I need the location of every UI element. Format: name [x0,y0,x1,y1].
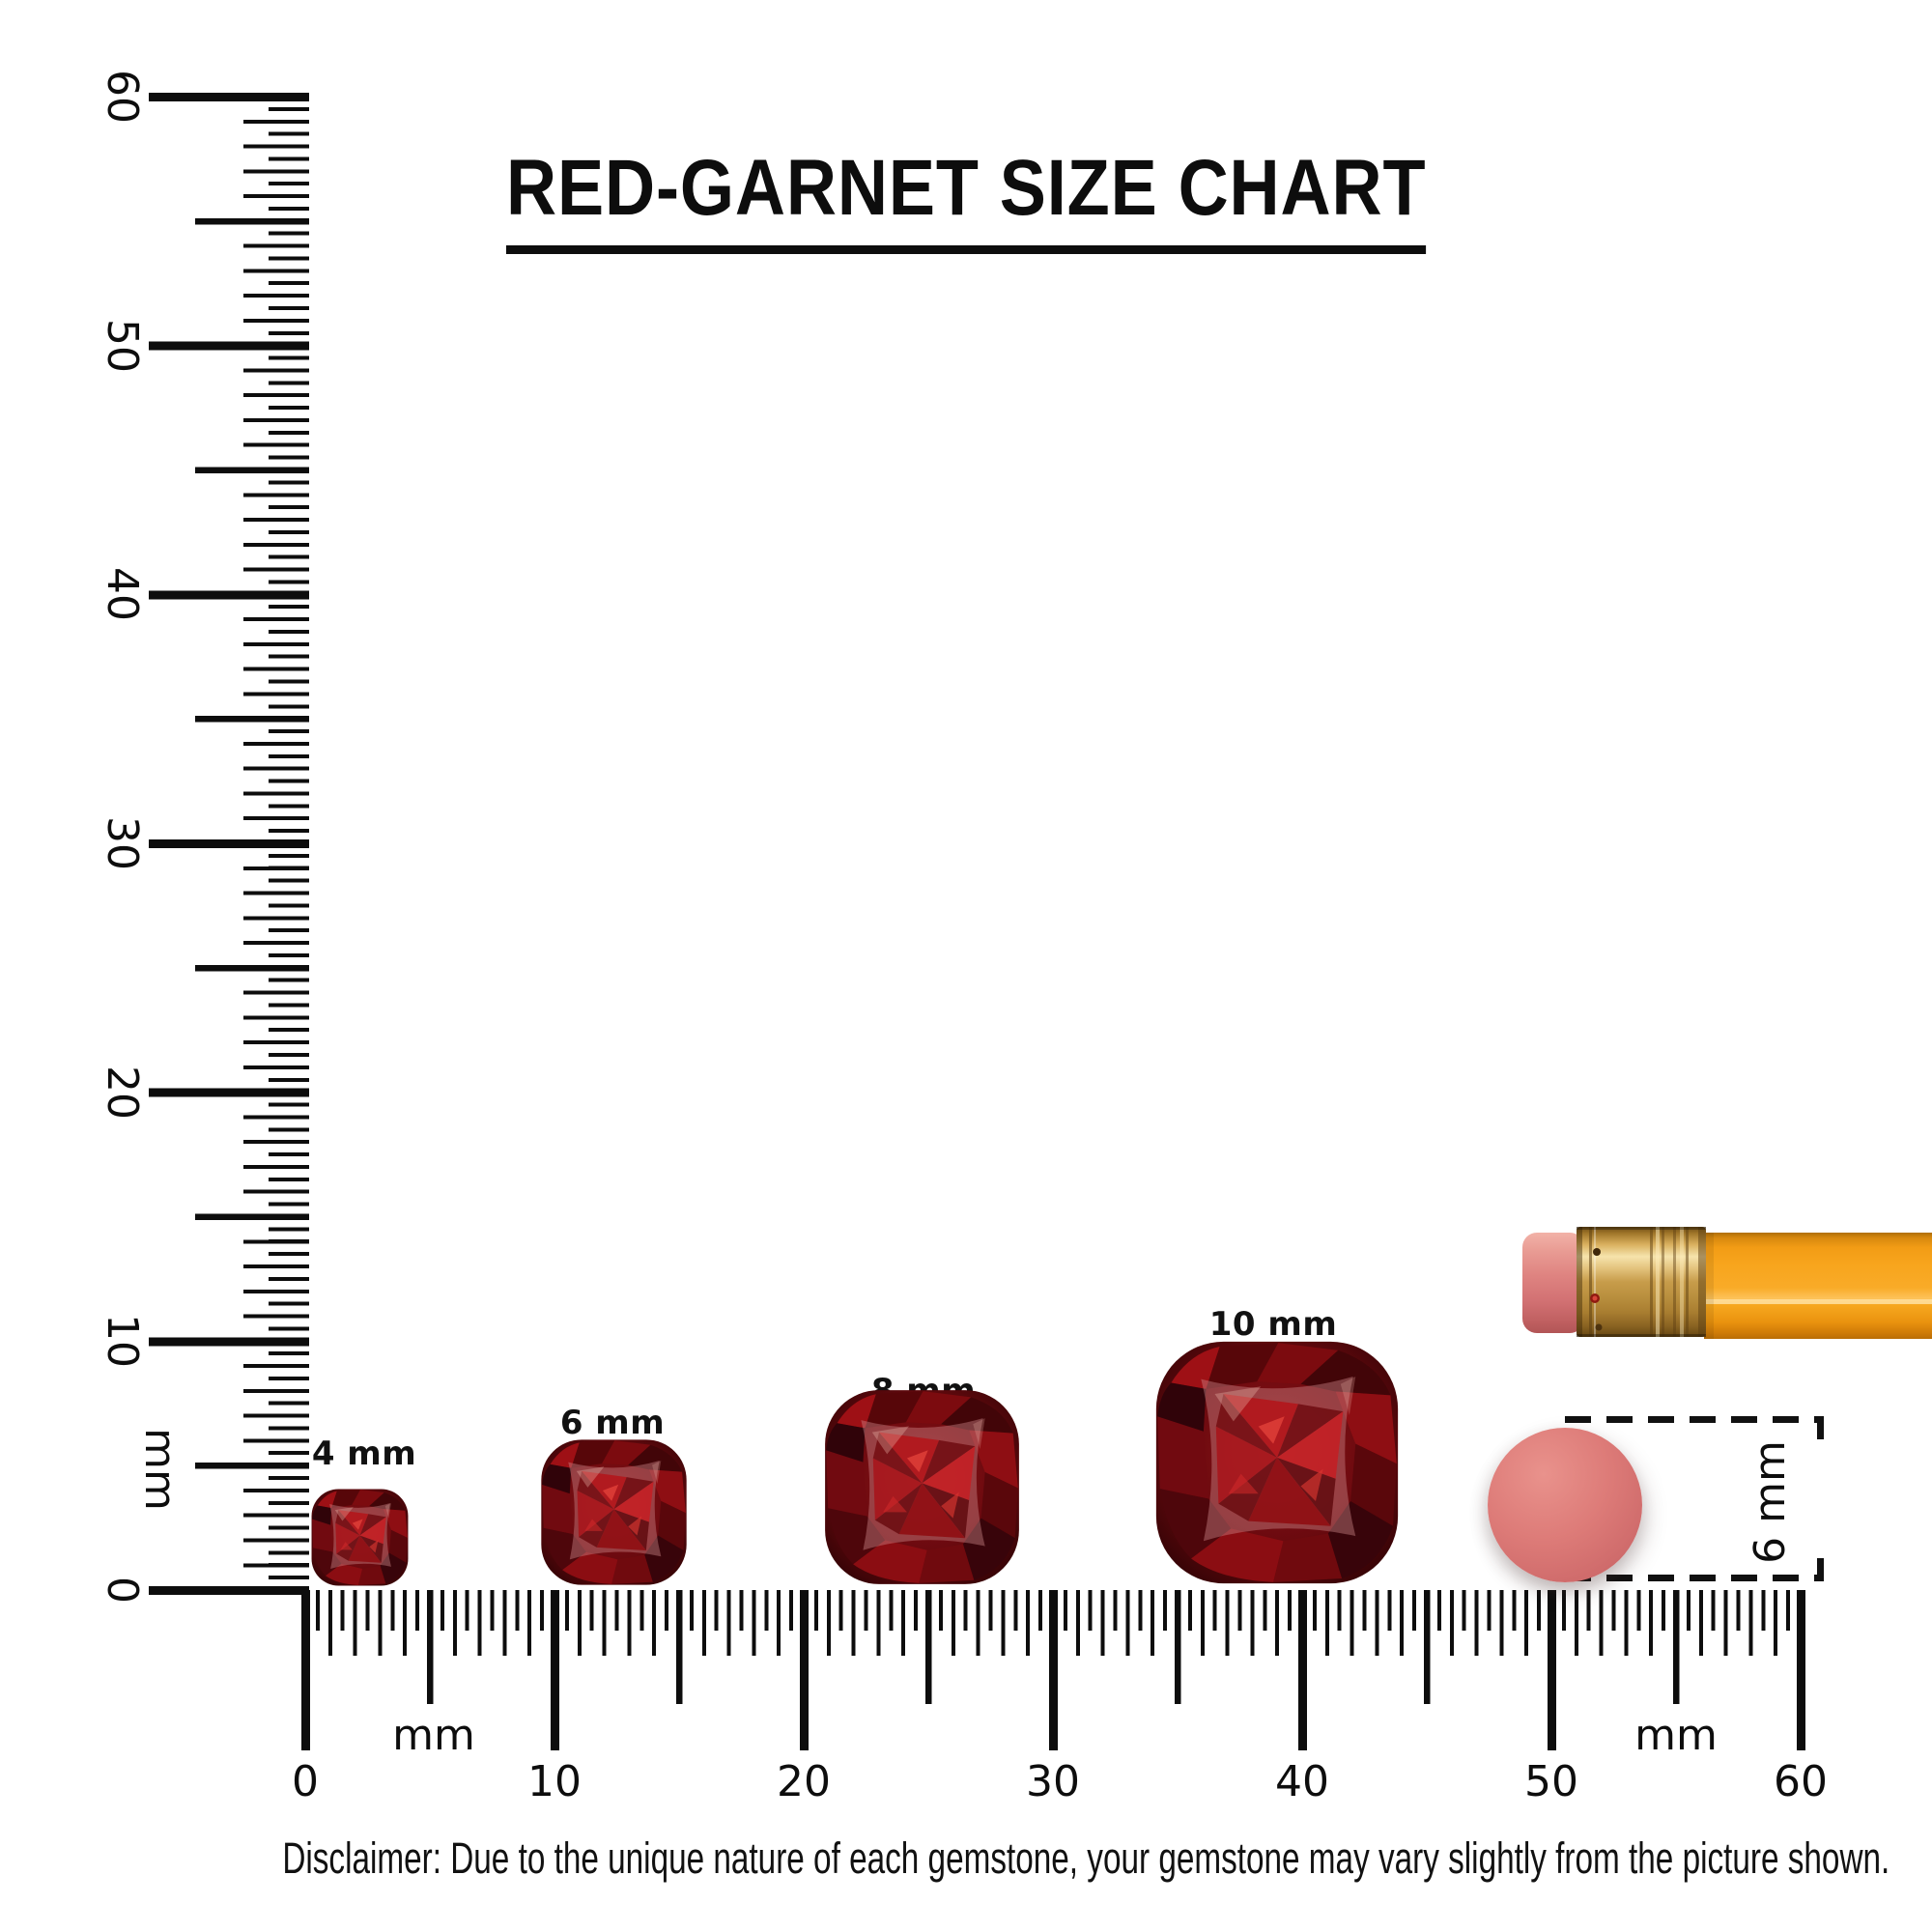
gem-label-10mm: 10 mm [1208,1305,1338,1344]
gem-8mm [825,1390,1019,1584]
measure-dash-cap-top [1817,1416,1824,1439]
horizontal-ruler-unit-label-left: mm [392,1711,475,1760]
disclaimer-wrap: Disclaimer: Due to the unique nature of … [0,1833,1932,1884]
disclaimer-text: Disclaimer: Due to the unique nature of … [282,1833,1890,1883]
pencil-body [1704,1233,1932,1339]
vertical-ruler-unit-label: mm [135,1428,185,1511]
measure-dash-line-bottom [1565,1575,1818,1581]
measure-dash-cap-bottom [1817,1558,1824,1581]
horizontal-ruler-label-40: 40 [1275,1757,1329,1806]
measure-dash-line-top [1565,1416,1818,1423]
page-title-wrap: RED-GARNET SIZE CHART [0,143,1932,254]
horizontal-ruler-label-50: 50 [1524,1757,1578,1806]
page-title: RED-GARNET SIZE CHART [505,143,1427,254]
gem-label-4mm: 4 mm [311,1435,417,1473]
horizontal-ruler-10mm-ticks [300,1590,1806,1750]
vertical-ruler-label-40: 40 [98,567,147,621]
vertical-ruler-10mm-ticks [149,92,309,1597]
vertical-ruler-label-50: 50 [98,319,147,373]
pencil-image [1522,1227,1932,1339]
pencil-eraser [1522,1233,1584,1333]
gem-label-6mm: 6 mm [559,1404,666,1442]
gem-10mm [1155,1341,1399,1584]
horizontal-ruler-label-60: 60 [1774,1757,1828,1806]
horizontal-ruler-label-10: 10 [527,1757,582,1806]
vertical-ruler-label-20: 20 [98,1065,147,1120]
horizontal-ruler-label-30: 30 [1026,1757,1080,1806]
horizontal-ruler-label-0: 0 [292,1757,319,1806]
eraser-tip-size-label: 6 mm [1746,1440,1795,1564]
pencil-ferrule [1577,1227,1706,1337]
horizontal-ruler-unit-label-right: mm [1634,1711,1718,1760]
eraser-tip-circle [1488,1428,1642,1582]
gem-6mm [541,1439,687,1585]
vertical-ruler-label-30: 30 [98,816,147,870]
vertical-ruler-label-10: 10 [98,1314,147,1368]
vertical-ruler-label-0: 0 [98,1577,147,1604]
horizontal-ruler-label-20: 20 [777,1757,831,1806]
gem-4mm [311,1489,409,1586]
vertical-ruler-label-60: 60 [98,70,147,124]
